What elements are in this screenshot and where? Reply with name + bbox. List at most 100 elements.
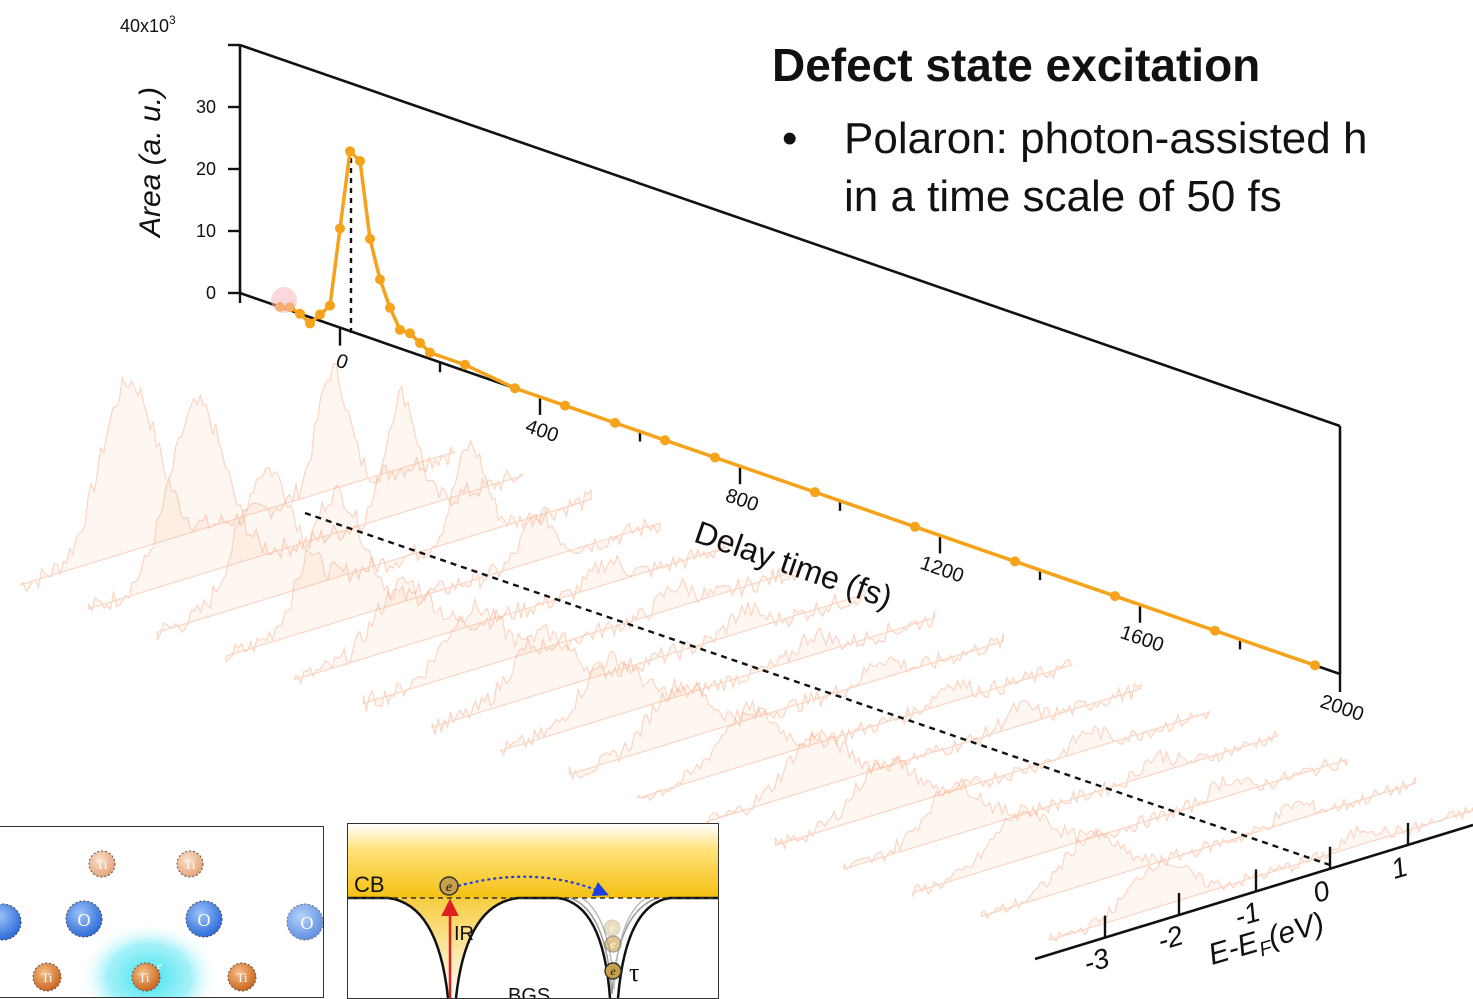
conduction-band	[348, 824, 718, 898]
y-multiplier-label: 40x103	[120, 13, 176, 36]
svg-text:e: e	[610, 964, 616, 978]
hop-arrow	[457, 875, 609, 897]
y-ticks: 0 10 20 30	[196, 43, 240, 303]
o-atom: O	[185, 900, 223, 938]
polaron-glow	[79, 922, 219, 997]
spectrum-trace	[706, 682, 1142, 828]
series-point	[510, 383, 520, 394]
series-point	[1310, 660, 1320, 671]
o-atom	[0, 903, 22, 941]
lattice-panel: Ti Ti O O O Ti Ti e Ti	[0, 826, 324, 998]
x-tick-label: 400	[523, 415, 562, 447]
svg-text:Ti: Ti	[138, 970, 149, 985]
svg-text:e: e	[157, 960, 162, 972]
electron: e	[439, 876, 459, 896]
electron: e	[604, 962, 622, 980]
potential-curve-inner	[581, 897, 647, 990]
series-point	[660, 435, 670, 446]
energy-tick-label: -3	[1080, 942, 1113, 979]
x-axis-title: Delay time (fs)	[690, 514, 897, 616]
lattice-diagram: Ti Ti O O O Ti Tie Ti	[0, 850, 323, 997]
spectrum-trace	[294, 537, 730, 686]
svg-text:O: O	[301, 913, 314, 933]
series-points	[275, 146, 1320, 671]
ti-atom: Ti	[176, 850, 204, 878]
svg-text:Ti: Ti	[236, 970, 247, 985]
spectrum-trace	[568, 632, 1004, 782]
series-point	[295, 308, 305, 319]
series-point	[375, 274, 385, 285]
energy-tick-label: 0	[1309, 874, 1333, 908]
series-point	[405, 328, 415, 339]
series-point	[325, 300, 335, 311]
x-tick-label: 1200	[917, 552, 966, 587]
cb-label: CB	[354, 872, 385, 897]
tau-label: τ	[629, 958, 639, 987]
energy-tick-label: -2	[1154, 919, 1187, 956]
y-tick-label: 20	[196, 159, 216, 179]
spectrum-trace	[912, 756, 1348, 898]
energy-axis-title-main: E-E	[1205, 926, 1263, 972]
spectrum-trace	[774, 710, 1210, 851]
svg-text:O: O	[78, 910, 91, 930]
series-point	[305, 318, 315, 329]
spectrum-trace	[88, 384, 524, 613]
ti-atom: Ti	[88, 850, 116, 878]
potential-curve	[348, 896, 718, 998]
y-tick-label: 30	[196, 97, 216, 117]
series-point	[385, 302, 395, 313]
energy-tick-label: 1	[1387, 851, 1411, 885]
potential-well-fill	[388, 898, 518, 998]
fermi-level-guide	[304, 511, 1331, 867]
series-point	[910, 521, 920, 532]
svg-text:e: e	[610, 937, 616, 951]
series-point	[810, 487, 820, 498]
series-point	[460, 359, 470, 370]
svg-text:Ti: Ti	[96, 857, 107, 872]
series-point	[315, 309, 325, 320]
spectrum-trace	[500, 610, 936, 757]
highlight-marker	[271, 287, 297, 313]
ti-atom: Ti	[227, 962, 257, 992]
bullet-text-line1: Polaron: photon-assisted h	[844, 114, 1368, 163]
band-diagram: CB IR BGS e e e e τ	[348, 824, 718, 998]
series-point	[425, 347, 435, 358]
series-point	[1210, 625, 1220, 636]
spectrum-trace	[1049, 805, 1473, 943]
spectrum-trace	[156, 438, 592, 641]
spectra-layer	[19, 363, 1473, 943]
area-chart-frame-top	[239, 43, 1341, 428]
band-diagram-panel: CB IR BGS e e e e τ	[347, 823, 719, 999]
bullet-dot: •	[782, 114, 798, 163]
y-tick-label: 0	[206, 283, 216, 303]
series-point	[710, 452, 720, 463]
x-tick-label: 1600	[1117, 621, 1166, 656]
energy-axis-title-unit: (eV)	[1264, 906, 1328, 954]
bgs-label: BGS	[508, 985, 550, 998]
series-point	[610, 417, 620, 428]
series-point	[395, 324, 405, 335]
o-atom: O	[286, 903, 323, 941]
electron: e	[604, 935, 622, 953]
electron: e	[603, 919, 621, 937]
series-point	[355, 155, 365, 166]
spectrum-trace	[637, 659, 1073, 802]
svg-text:Ti: Ti	[41, 970, 52, 985]
series-line	[279, 149, 1316, 667]
spectrum-trace	[362, 568, 798, 712]
x-tick-label: 0	[333, 350, 351, 374]
y-multiplier-exp: 3	[169, 13, 176, 27]
series-point	[1010, 556, 1020, 567]
polaron-ti-atom: Tie	[131, 960, 162, 992]
bullet-item: • Polaron: photon-assisted h	[782, 110, 1367, 168]
y-axis-title: Area (a. u.)	[134, 87, 167, 239]
x-tick-label: 800	[723, 485, 762, 517]
spectrum-trace	[980, 776, 1416, 920]
svg-text:Ti: Ti	[184, 857, 195, 872]
series-point	[365, 233, 375, 244]
ti-atom: Ti	[32, 962, 62, 992]
bullet-text-line2: in a time scale of 50 fs	[844, 172, 1282, 221]
slide-title: Defect state excitation	[772, 39, 1261, 91]
